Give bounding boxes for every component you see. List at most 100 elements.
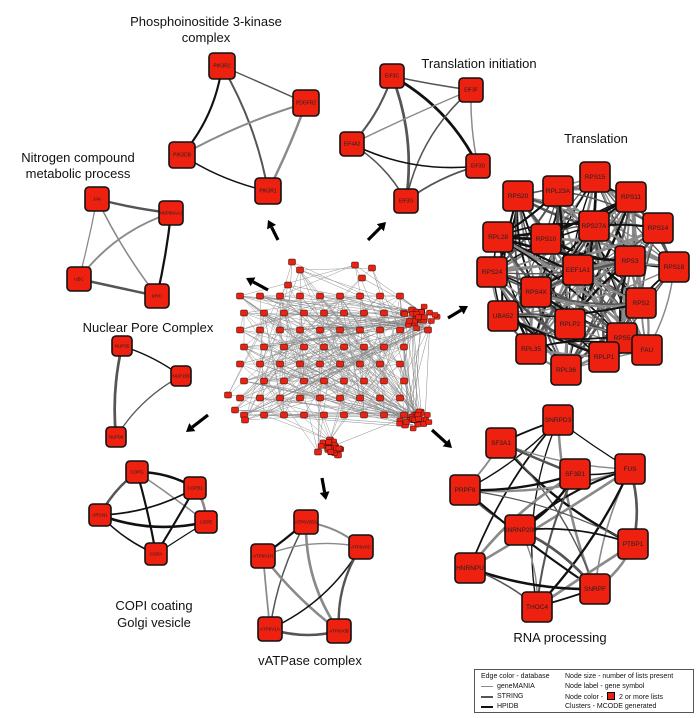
cluster-label-copi: COPI coating [115, 598, 192, 613]
node-atp6v1a: ATP6V1A [257, 616, 283, 642]
legend-genemania-swatch [481, 686, 493, 687]
edge [243, 380, 341, 399]
node-prpf8: PRPF8 [449, 474, 481, 506]
node-label: RPL36 [556, 367, 576, 374]
edge [323, 346, 345, 416]
node-box [250, 543, 276, 569]
hub-node [316, 360, 324, 368]
node-box [454, 552, 486, 584]
edge [361, 277, 429, 315]
edge [299, 295, 385, 382]
edge [339, 329, 365, 348]
node-box [208, 52, 236, 80]
edge [403, 380, 417, 416]
hub-node [316, 292, 324, 300]
node-label: RPS2 [633, 300, 650, 307]
hub-node [256, 394, 264, 402]
node-label: RPS11 [621, 194, 641, 201]
edge [464, 467, 631, 493]
hub-node [276, 394, 284, 402]
edge [500, 442, 596, 590]
node-label: NUP98 [109, 435, 124, 440]
hub-node [336, 360, 344, 368]
node-box [111, 335, 133, 357]
node-box [144, 542, 168, 566]
hub-node [288, 258, 296, 266]
node-label: RPL28 [488, 234, 508, 241]
hub-node [360, 343, 368, 351]
edge [303, 324, 422, 382]
node-rps2: RPS2 [625, 287, 657, 319]
edge [239, 314, 425, 365]
hub-node [402, 419, 410, 425]
node-label: RPS15 [585, 174, 606, 181]
edge [221, 65, 269, 192]
node-box [84, 186, 110, 212]
node-hsp90aa1: HSP90AA1 [158, 200, 184, 226]
node-box [449, 474, 481, 506]
node-box [326, 618, 352, 644]
node-box [502, 180, 534, 212]
node-label: SF3A1 [491, 440, 511, 447]
node-pik3cb: PIK3CB [168, 141, 196, 169]
edge [404, 316, 425, 426]
node-rps20: RPS20 [502, 180, 534, 212]
hub-node [400, 377, 408, 385]
node-label: JAK [93, 197, 101, 202]
node-rps11: RPS11 [615, 181, 647, 213]
node-box [521, 591, 553, 623]
node-box [658, 251, 690, 283]
node-rps3: RPS3 [614, 245, 646, 277]
node-rps27a: RPS27A [578, 210, 610, 242]
edge [354, 264, 422, 313]
node-rps14: RPS14 [642, 212, 674, 244]
node-box [183, 476, 207, 500]
node-label: RPS3 [622, 258, 639, 265]
node-rps18: RPS18 [658, 251, 690, 283]
hub-node [376, 360, 384, 368]
hub-node [335, 445, 343, 452]
hub-node [231, 406, 239, 414]
node-label: RPL23A [546, 188, 571, 195]
hub-node [236, 326, 244, 334]
cluster-transinit: EIF3C EIF3F EIF3D EIF3G EIF4A2 [339, 63, 491, 214]
node-label: THOC4 [526, 604, 548, 611]
node-box [504, 514, 536, 546]
edge [359, 329, 423, 415]
node-eif3f: EIF3F [458, 77, 484, 103]
edge [239, 329, 413, 422]
node-uba52: UBA52 [487, 300, 519, 332]
node-eif3d: EIF3D [465, 153, 491, 179]
hub-node [236, 360, 244, 368]
hub-node [236, 292, 244, 300]
legend-hpidb: HPIDB [497, 703, 519, 710]
legend-node-color-prefix: Node color - [565, 694, 604, 701]
edge [319, 295, 341, 365]
hub-node [400, 411, 408, 419]
hub-node [424, 326, 432, 334]
arrow-icon [458, 305, 468, 315]
node-sf3b1: SF3B1 [559, 458, 591, 490]
node-label: ATP6V0C [351, 545, 371, 550]
node-rplp1: RPLP1 [588, 341, 620, 373]
node-rpl35: RPL35 [515, 333, 547, 365]
edge [304, 521, 341, 632]
hub-node [320, 377, 328, 385]
node-label: RPS4X [525, 289, 547, 296]
node-box [562, 254, 594, 286]
edge [411, 309, 415, 425]
cluster-label-npc: Nuclear Pore Complex [83, 320, 214, 335]
legend-hpidb-swatch [481, 706, 493, 708]
node-label: MYC [152, 294, 163, 299]
node-pdgfr2: PDGFR2 [292, 89, 320, 117]
node-box [476, 256, 508, 288]
node-label: SF3B1 [565, 471, 585, 478]
node-box [625, 287, 657, 319]
node-label: ATP6V0D1 [295, 520, 318, 525]
node-label: COPB1 [187, 486, 203, 491]
node-label: COPA [150, 552, 162, 557]
node-box [348, 534, 374, 560]
node-box [170, 365, 192, 387]
node-label: EIF3C [385, 74, 400, 80]
